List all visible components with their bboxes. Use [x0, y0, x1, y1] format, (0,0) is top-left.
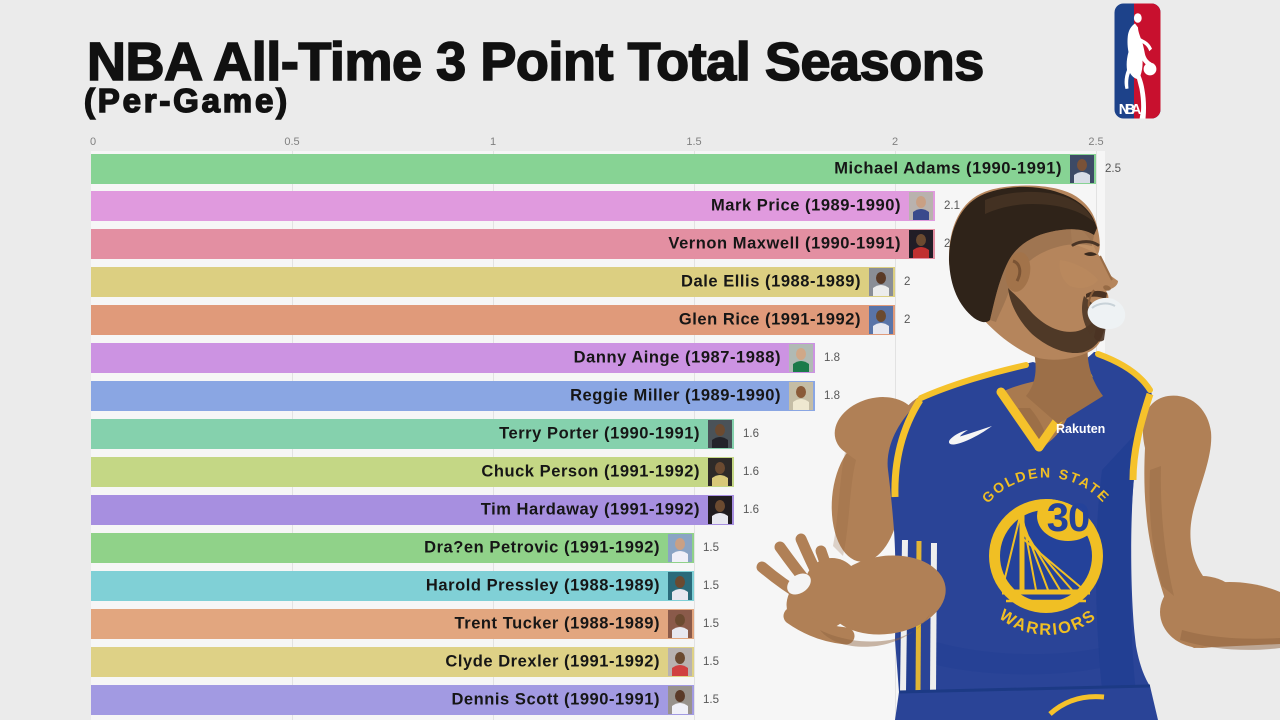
svg-text:30: 30: [1047, 496, 1090, 540]
svg-text:NBA: NBA: [1119, 102, 1142, 118]
svg-text:Rakuten: Rakuten: [1056, 422, 1105, 436]
